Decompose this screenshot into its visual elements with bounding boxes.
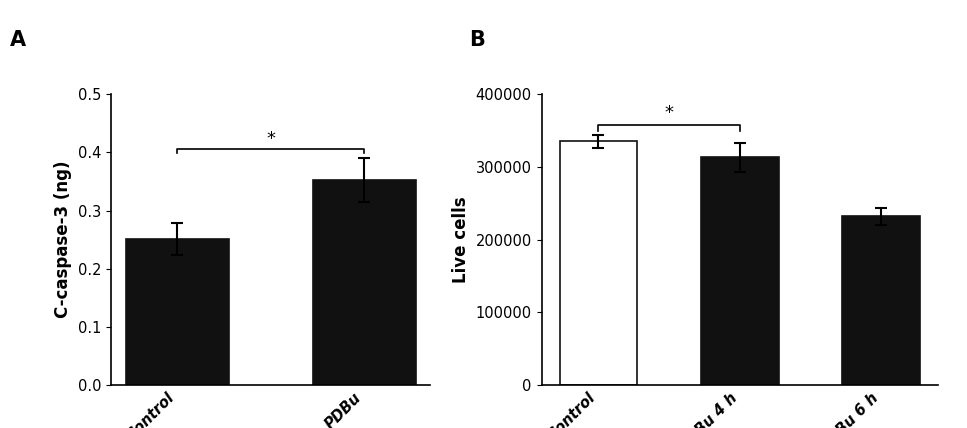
Text: A: A	[10, 30, 26, 50]
Bar	[313, 180, 416, 385]
Y-axis label: C-caspase-3 (ng): C-caspase-3 (ng)	[54, 161, 73, 318]
Text: *: *	[266, 130, 276, 148]
Y-axis label: Live cells: Live cells	[452, 196, 470, 283]
Bar	[560, 141, 637, 385]
Bar	[842, 217, 920, 385]
Bar	[701, 158, 778, 385]
Text: B: B	[469, 30, 484, 50]
Text: *: *	[664, 104, 674, 122]
Bar	[126, 239, 228, 385]
